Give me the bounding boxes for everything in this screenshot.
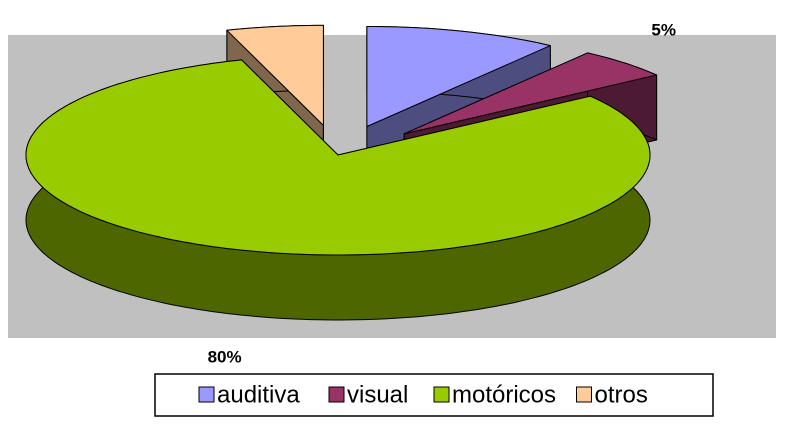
slice [25,59,651,256]
legend-label: motóricos [452,381,556,408]
legend-swatch [328,386,345,403]
legend-label: visual [347,381,408,408]
slice [366,26,551,127]
legend-label: auditiva [217,381,300,408]
slice [226,24,324,126]
legend-swatch [198,386,215,403]
data-label: 80% [208,347,242,366]
legend-swatch [433,386,450,403]
data-label: 5% [651,21,676,40]
legend-label: otros [595,381,648,408]
legend-swatch [576,386,592,403]
slice [403,52,658,135]
